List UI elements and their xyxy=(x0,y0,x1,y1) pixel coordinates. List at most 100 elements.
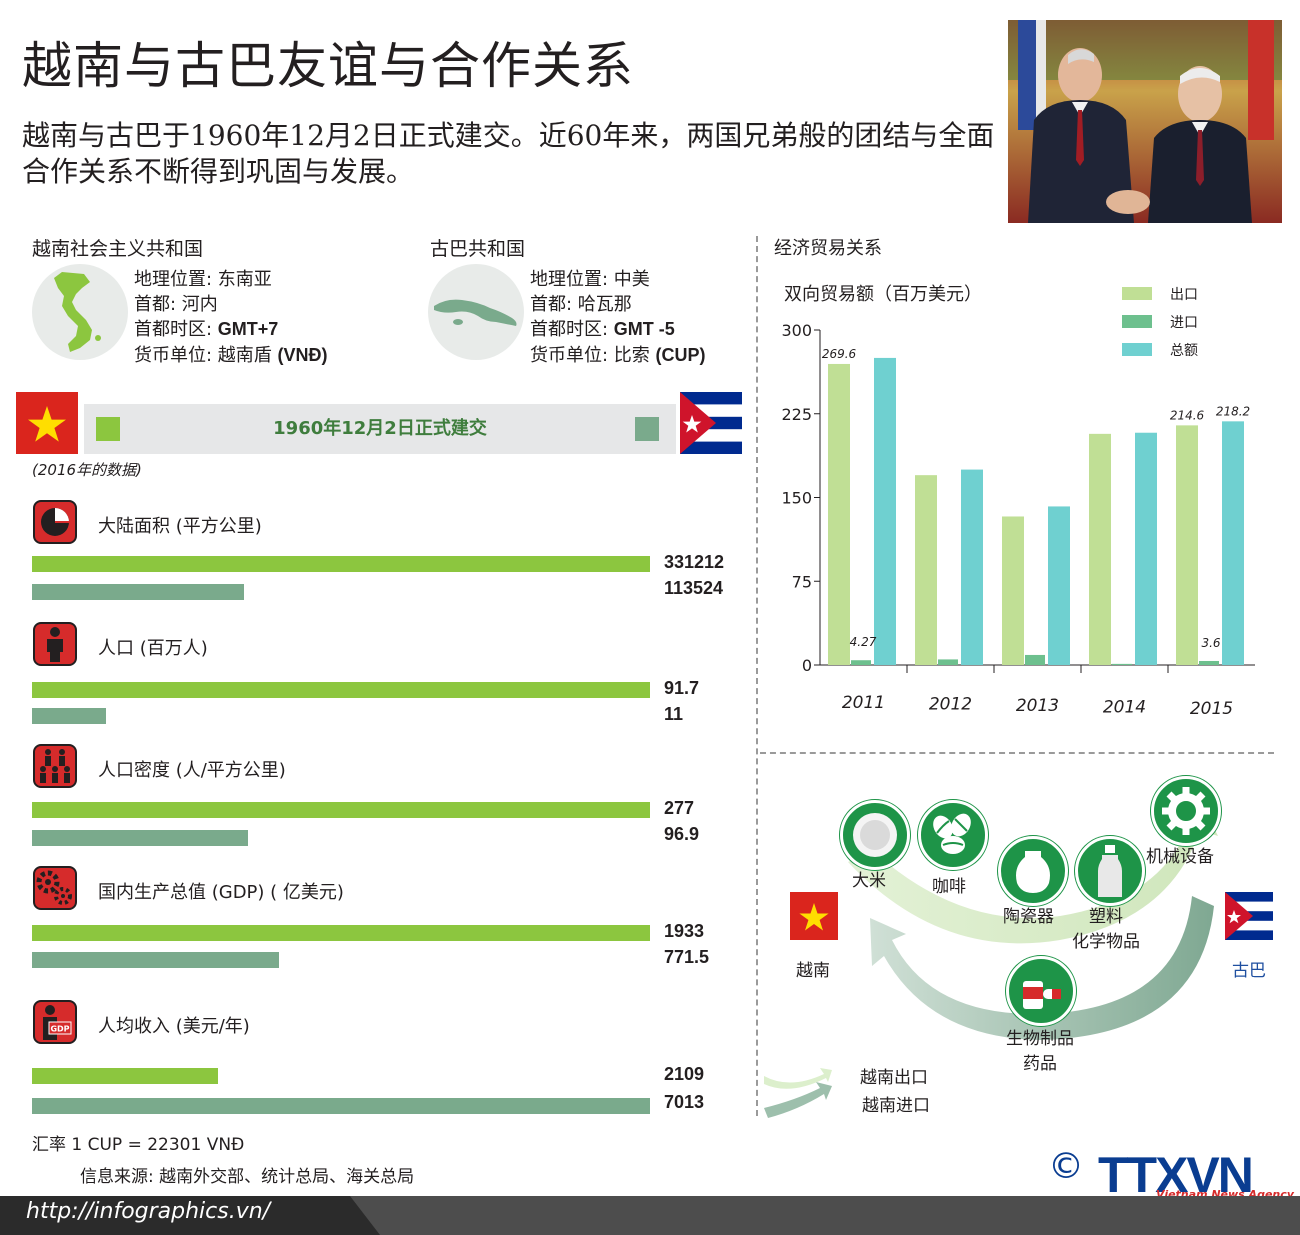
cuba-value: 7013 xyxy=(664,1092,705,1112)
cuba-capital: 首都: 哈瓦那 xyxy=(530,293,632,315)
data-label: 214.6 xyxy=(1170,408,1205,422)
vietnam-timezone-label: 首都时区: xyxy=(134,319,218,340)
exchange-rate: 汇率 1 CUP = 22301 VNĐ xyxy=(32,1135,245,1155)
vietnam-flag-icon xyxy=(16,392,78,454)
legend-import-label: 越南进口 xyxy=(862,1096,930,1116)
svg-text:GDP: GDP xyxy=(50,1025,69,1034)
gdp-person-icon: GDP xyxy=(33,1000,77,1044)
cuba-currency-code: (CUP) xyxy=(655,344,706,365)
chart-title: 双向贸易额（百万美元） xyxy=(784,284,982,305)
product-label: 陶瓷器 xyxy=(1003,902,1054,927)
product-label-line2: 化学物品 xyxy=(1072,932,1140,952)
cuba-value: 96.9 xyxy=(664,824,700,844)
x-tick-label: 2014 xyxy=(1103,698,1146,718)
vietnam-trade-label: 越南 xyxy=(796,961,830,981)
y-tick-label: 150 xyxy=(781,489,812,508)
vietnam-value: 331212 xyxy=(664,552,725,572)
stat-label: 国内生产总值 (GDP) ( 亿美元) xyxy=(98,882,344,903)
y-tick-label: 225 xyxy=(781,405,812,424)
vietnam-legend-square xyxy=(96,417,120,441)
vietnam-map-circle xyxy=(32,264,128,360)
person-icon xyxy=(33,622,77,666)
cuba-value: 113524 xyxy=(664,578,724,598)
vietnam-capital: 首都: 河内 xyxy=(134,293,218,315)
stat-label: 大陆面积 (平方公里) xyxy=(98,516,262,537)
bar-1-2015 xyxy=(1199,660,1219,665)
stat-label: 人口密度 (人/平方公里) xyxy=(98,760,286,781)
coffee-icon xyxy=(918,800,988,870)
product-label: 咖啡 xyxy=(932,872,966,897)
product-label-line1: 咖啡 xyxy=(932,877,966,897)
bar-0-2013 xyxy=(1002,516,1024,665)
y-tick-label: 0 xyxy=(802,656,812,675)
cuba-name: 古巴共和国 xyxy=(430,238,526,260)
data-source: 信息来源: 越南外交部、统计总局、海关总局 xyxy=(80,1167,415,1187)
product-label: 生物制品 药品 xyxy=(1006,1024,1074,1074)
legend-swatch xyxy=(1122,287,1152,300)
product-label-line2: 药品 xyxy=(1023,1054,1057,1074)
data-label: 4.27 xyxy=(850,635,877,649)
copyright-icon: © xyxy=(1048,1146,1084,1187)
import-arrow xyxy=(870,896,1214,1040)
product-label-line1: 塑料 xyxy=(1089,907,1123,927)
horizontal-divider xyxy=(760,752,1274,754)
bar-1-2013 xyxy=(1025,654,1045,665)
bar-0-2011 xyxy=(828,363,850,665)
stat-label: 人口 (百万人) xyxy=(98,638,208,659)
vietnam-value: 2109 xyxy=(664,1064,705,1084)
plastic-bottle-icon xyxy=(1075,836,1145,906)
gear-icon xyxy=(1151,776,1221,846)
cuba-currency: 货币单位: 比索 (CUP) xyxy=(530,343,706,369)
ttxvn-logo: TTXVN xyxy=(1098,1147,1254,1203)
y-tick-label: 300 xyxy=(781,321,812,340)
intro-text: 越南与古巴于1960年12月2日正式建交。近60年来，两国兄弟般的团结与全面合作… xyxy=(22,119,995,188)
bar-1-2011 xyxy=(851,660,871,665)
vietnam-small-flag-icon xyxy=(790,892,838,940)
page-title: 越南与古巴友谊与合作关系 xyxy=(22,37,634,95)
cuba-value: 771.5 xyxy=(664,947,710,967)
product-label-line1: 大米 xyxy=(852,871,886,891)
vietnam-bar xyxy=(32,925,650,941)
x-tick-label: 2011 xyxy=(842,693,885,713)
legend-label: 出口 xyxy=(1170,287,1198,303)
stat-label: 人均收入 (美元/年) xyxy=(98,1016,250,1037)
ceramics-icon xyxy=(998,836,1068,906)
establishment-ribbon xyxy=(84,404,676,454)
product-label: 机械设备 xyxy=(1146,842,1214,867)
bar-1-2014 xyxy=(1112,663,1132,665)
cuba-bar xyxy=(32,1098,650,1114)
vietnam-value: 91.7 xyxy=(664,678,700,698)
vietnam-info: 地理位置: 东南亚 首都: 河内 首都时区: GMT+7 货币单位: 越南盾 (… xyxy=(134,268,328,368)
people-group-icon xyxy=(33,744,77,788)
product-label-line1: 生物制品 xyxy=(1006,1029,1074,1049)
trade-arrows xyxy=(764,800,1218,1118)
vietnam-bar xyxy=(32,802,650,818)
cuba-small-flag-icon xyxy=(1225,892,1273,940)
y-tick-label: 75 xyxy=(792,572,812,591)
vietnam-value: 277 xyxy=(664,798,695,818)
footer-url-link[interactable]: http://infographics.vn/ xyxy=(26,1199,271,1224)
x-tick-label: 2013 xyxy=(1016,696,1059,716)
cuba-timezone-label: 首都时区: xyxy=(530,319,614,340)
url-tab xyxy=(0,1196,380,1235)
x-tick-label: 2015 xyxy=(1190,699,1233,719)
vietnam-name: 越南社会主义共和国 xyxy=(32,238,204,260)
trade-section-title: 经济贸易关系 xyxy=(774,238,882,259)
legend-export-label: 越南出口 xyxy=(860,1068,928,1088)
cuba-timezone-value: GMT -5 xyxy=(613,319,675,339)
x-tick-label: 2012 xyxy=(929,695,972,715)
cuba-timezone: 首都时区: GMT -5 xyxy=(530,317,706,343)
product-label-line1: 机械设备 xyxy=(1146,847,1214,867)
legend-swatch xyxy=(1122,343,1152,356)
bar-2-2013 xyxy=(1048,506,1070,665)
cuba-bar xyxy=(32,708,107,724)
data-label: 3.6 xyxy=(1201,636,1220,650)
trade-bar-chart: 双向贸易额（百万美元） 0 75 150 225 300 2011 2012 2013 2014 2… xyxy=(781,284,1255,719)
medicine-icon xyxy=(1006,956,1076,1026)
bar-2-2014 xyxy=(1135,432,1157,665)
vietnam-bar xyxy=(32,556,650,572)
cuba-bar xyxy=(32,952,279,968)
cuba-currency-label: 货币单位: 比索 xyxy=(530,344,656,366)
cuba-legend-square xyxy=(635,417,659,441)
legend-label: 总额 xyxy=(1170,343,1198,359)
